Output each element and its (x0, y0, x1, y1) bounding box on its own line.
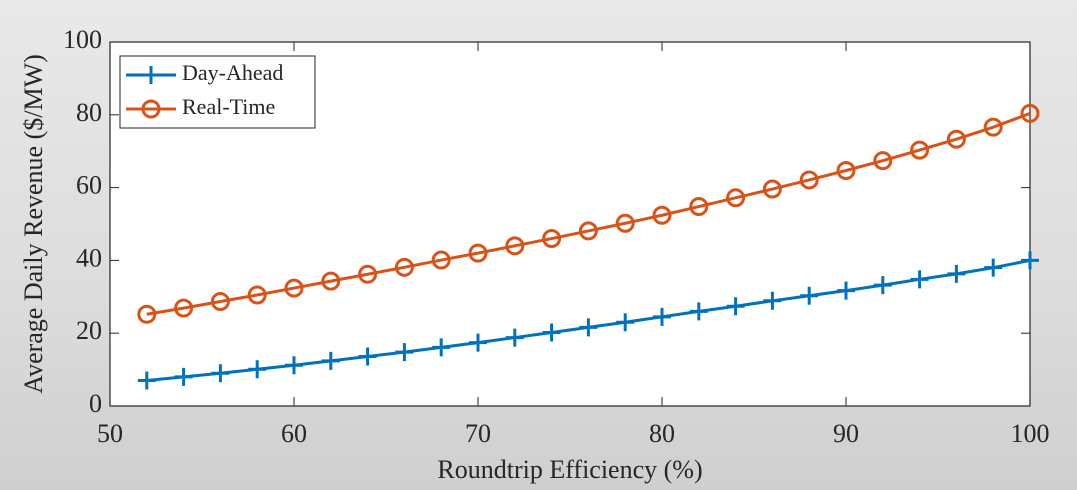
marker (836, 160, 856, 180)
marker (505, 236, 525, 256)
marker (689, 302, 708, 321)
marker (174, 367, 193, 386)
marker (873, 276, 892, 295)
marker (983, 117, 1003, 137)
marker (800, 286, 819, 305)
marker (247, 285, 267, 305)
y-tick-label: 0 (89, 389, 102, 418)
marker (946, 129, 966, 149)
marker (210, 292, 230, 312)
marker (837, 281, 855, 300)
marker (142, 66, 160, 84)
marker (284, 278, 304, 298)
marker (137, 304, 157, 324)
marker (321, 351, 340, 370)
marker (468, 243, 488, 263)
marker (726, 297, 745, 316)
marker (394, 257, 414, 277)
x-axis-title: Roundtrip Efficiency (%) (437, 455, 702, 484)
marker (726, 188, 746, 208)
x-tick-label: 70 (465, 419, 491, 448)
marker (616, 313, 635, 332)
series-line (146, 111, 1031, 316)
y-tick-label: 20 (76, 316, 102, 345)
marker (799, 170, 819, 190)
x-tick-label: 80 (649, 419, 675, 448)
legend-label: Real-Time (182, 94, 275, 119)
marker (174, 298, 194, 318)
x-tick-label: 60 (281, 419, 307, 448)
marker (947, 264, 966, 283)
marker (505, 328, 524, 347)
marker (762, 179, 782, 199)
marker (358, 347, 377, 366)
y-axis-title: Average Daily Revenue ($/MW) (19, 54, 48, 394)
marker (469, 333, 487, 352)
marker (432, 338, 451, 357)
y-tick-label: 80 (76, 98, 102, 127)
legend-label: Day-Ahead (182, 60, 283, 85)
marker (763, 291, 782, 310)
y-tick-label: 100 (63, 25, 102, 54)
marker (358, 264, 378, 284)
marker (578, 221, 598, 241)
marker (431, 250, 451, 270)
x-tick-label: 50 (97, 419, 123, 448)
marker (137, 371, 156, 390)
marker (285, 356, 303, 375)
marker (873, 151, 893, 171)
marker (542, 323, 561, 342)
x-tick-label: 90 (833, 419, 859, 448)
marker (141, 99, 161, 119)
marker (653, 307, 671, 326)
marker (542, 229, 562, 249)
marker (689, 197, 709, 217)
y-tick-label: 60 (76, 171, 102, 200)
marker (910, 270, 929, 289)
marker (395, 343, 414, 362)
marker (652, 205, 672, 225)
x-tick-label: 100 (1011, 419, 1050, 448)
marker (984, 258, 1003, 277)
marker (1021, 251, 1039, 270)
marker (1020, 103, 1040, 123)
marker (910, 140, 930, 160)
marker (615, 213, 635, 233)
marker (211, 364, 230, 383)
marker (321, 271, 341, 291)
y-tick-label: 40 (76, 243, 102, 272)
marker (579, 318, 598, 337)
marker (248, 360, 267, 379)
